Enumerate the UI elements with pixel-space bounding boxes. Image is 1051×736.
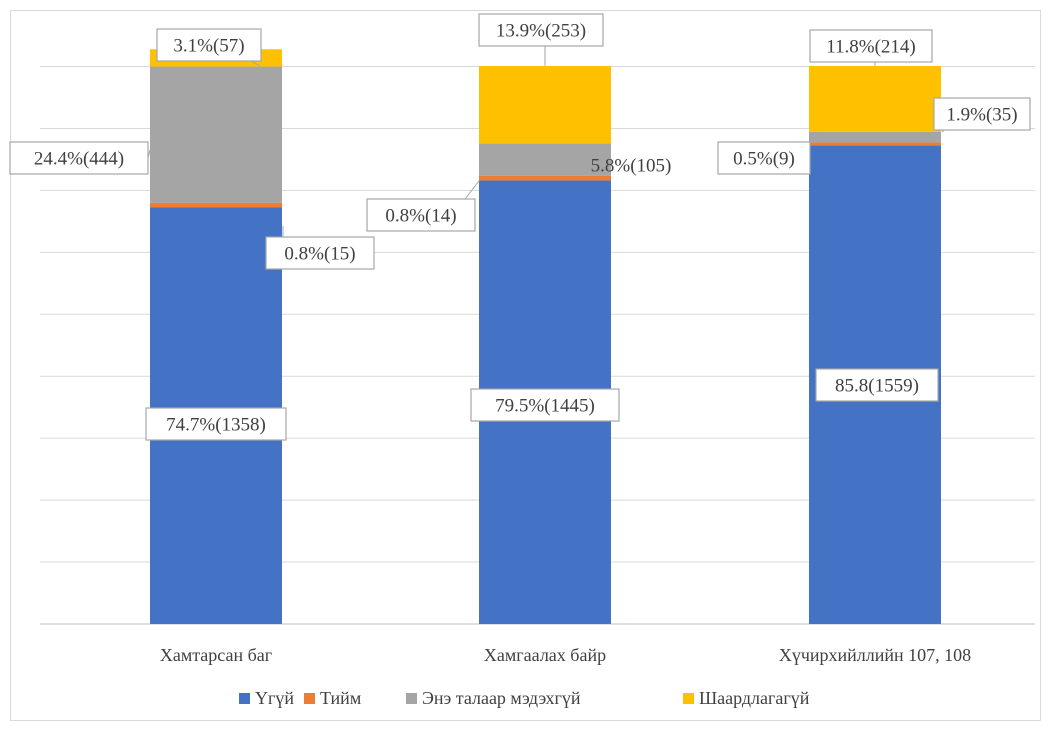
data-label-text: 0.8%(15) [284,244,355,265]
data-label: 79.5%(1445) [470,388,620,422]
data-label-text: 11.8%(214) [826,37,916,58]
legend-label: Энэ талаар мэдэхгүй [422,688,581,708]
label-box [145,407,287,441]
data-label-text: 1.9%(35) [946,105,1017,126]
legend-entry: Үгүй [239,688,294,708]
x-axis: Хамтарсан баг Хамгаалах байр Хүчирхийллийн… [160,645,971,665]
data-label: 0.8%(15) [265,226,375,270]
data-label: 11.8%(214) [809,29,933,66]
label-leader-line [464,180,480,200]
data-label: 0.8%(14) [366,180,480,232]
data-label: 5.8%(105) [591,156,672,177]
label-box [478,13,604,47]
data-label: 1.9%(35) [933,97,1031,133]
data-label-text: 0.5%(9) [733,149,795,170]
label-box [815,368,939,402]
bar-segment [479,175,611,181]
legend-entry: Шаардлагагүй [683,688,810,708]
bar-segment [150,66,282,203]
data-label-text: 74.7%(1358) [166,415,266,436]
data-label-text: 5.8%(105) [591,156,672,177]
label-box [470,388,620,422]
bar-segment [150,202,282,208]
label-box [366,198,476,232]
legend-label: Үгүй [255,688,294,708]
legend-entry: Тийм [304,688,361,708]
data-label-text: 3.1%(57) [173,36,244,57]
legend-entry: Энэ талаар мэдэхгүй [406,688,581,708]
data-label: 74.7%(1358) [145,407,287,441]
bar-segment [479,143,611,176]
label-box [156,28,262,62]
bar-segment [809,131,941,143]
label-box [265,236,375,270]
x-tick-label: Хамгаалах байр [484,645,606,665]
data-label: 0.5%(9) [717,141,811,175]
data-label-text: 79.5%(1445) [495,396,595,417]
legend-swatch [406,693,417,704]
legend-swatch [683,693,694,704]
data-label: 13.9%(253) [478,13,604,66]
data-labels: 74.7%(1358) 79.5%(1445) 85.8(1559) 0.8%(15)… [9,13,1031,441]
data-label-text: 24.4%(444) [34,149,124,170]
legend-label: Тийм [320,688,361,708]
data-label: 85.8(1559) [815,368,939,402]
data-label-text: 13.9%(253) [496,21,586,42]
data-label-text: 85.8(1559) [835,376,919,397]
legend-label: Шаардлагагүй [699,688,810,708]
label-box [809,29,933,63]
legend-swatch [239,693,250,704]
legend-swatch [304,693,315,704]
x-tick-label: Хамтарсан баг [160,645,272,665]
x-tick-label: Хүчирхийллийн 107, 108 [779,645,971,665]
bars [150,49,941,624]
bar-segment [479,66,611,144]
bar-segment [809,142,941,146]
data-label: 3.1%(57) [156,28,262,67]
data-label: 24.4%(444) [9,141,151,175]
label-box [9,141,149,175]
legend: Үгүй Тийм Энэ талаар мэдэхгүй Шаардлагагүй [239,688,810,708]
data-label-text: 0.8%(14) [385,206,456,227]
bar-segment [809,66,941,132]
label-box [933,97,1031,131]
label-leader-line [250,60,261,67]
label-box [717,141,811,175]
